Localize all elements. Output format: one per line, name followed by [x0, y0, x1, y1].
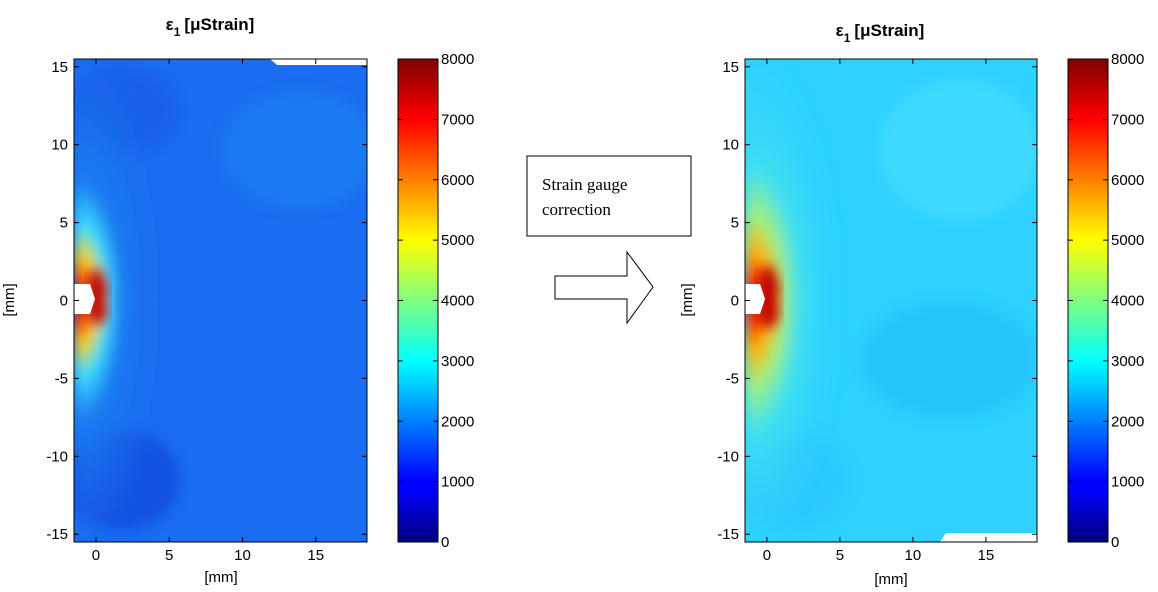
left-cbar-tick-label: 2000 [441, 413, 474, 430]
right-colorbar: 0 1000 2000 3000 4000 5000 6000 7000 8000 [1067, 51, 1144, 551]
left-hole [74, 284, 95, 314]
right-panel: ε1 [μStrain] 0 5 10 15 -15 -10 -5 0 5 10 15 [mm] [m… [679, 21, 1144, 588]
correction-label-line2: correction [542, 200, 611, 219]
right-cbar-tick-label: 0 [1111, 534, 1119, 551]
right-title: ε1 [μStrain] [836, 21, 925, 45]
right-ytick-label: 5 [731, 215, 739, 232]
right-axes: 0 5 10 15 -15 -10 -5 0 5 10 15 [717, 59, 1037, 564]
left-cbar-tick-label: 0 [441, 534, 449, 551]
correction-box [526, 155, 692, 237]
right-ytick-label: -15 [717, 526, 739, 543]
left-ytick-label: -15 [46, 526, 68, 543]
right-cbar-tick-label: 4000 [1111, 293, 1144, 310]
right-ytick-label: 15 [722, 59, 739, 76]
left-title: ε1 [μStrain] [166, 15, 255, 39]
right-peak [758, 264, 780, 330]
right-xtick-label: 5 [836, 547, 844, 564]
left-ylabel: [mm] [1, 283, 18, 316]
right-ytick-label: -5 [726, 370, 739, 387]
left-ytick-label: 10 [51, 137, 68, 154]
left-cbar-tick-label: 8000 [441, 51, 474, 68]
correction-annotation: Strain gauge correction [526, 155, 692, 325]
right-ytick-label: 10 [722, 137, 739, 154]
right-cbar-tick-label: 6000 [1111, 172, 1144, 189]
right-xtick-label: 0 [763, 547, 771, 564]
right-cbar-tick-label: 3000 [1111, 353, 1144, 370]
left-ytick-label: -10 [46, 448, 68, 465]
right-cbar-tick-label: 1000 [1111, 474, 1144, 491]
right-cbar-tick-label: 7000 [1111, 111, 1144, 128]
right-xlabel: [mm] [874, 571, 907, 588]
left-cbar-tick-label: 5000 [441, 232, 474, 249]
right-xtick-label: 15 [978, 547, 995, 564]
left-missing-corner [270, 59, 367, 65]
right-plot-area: 0 5 10 15 -15 -10 -5 0 5 10 15 [717, 58, 1038, 564]
left-axes: 0 5 10 15 -15 -10 -5 0 5 10 15 [46, 59, 367, 564]
left-plot-area: 0 5 10 15 -15 -10 -5 0 5 10 15 [46, 58, 368, 564]
right-colorbar-gradient [1067, 58, 1109, 543]
left-field-variation [220, 90, 367, 210]
right-cbar-tick-label: 5000 [1111, 232, 1144, 249]
left-xlabel: [mm] [204, 569, 237, 586]
right-cbar-tick-label: 2000 [1111, 413, 1144, 430]
left-cbar-tick-label: 1000 [441, 474, 474, 491]
left-cbar-tick-label: 7000 [441, 111, 474, 128]
left-ytick-label: 15 [51, 59, 68, 76]
left-xtick-label: 0 [92, 547, 100, 564]
left-xtick-label: 10 [234, 547, 251, 564]
right-cbar-tick-label: 8000 [1111, 51, 1144, 68]
left-ytick-label: 5 [60, 215, 68, 232]
right-hole [745, 284, 765, 314]
left-peak [88, 268, 108, 326]
right-ytick-label: -10 [717, 448, 739, 465]
left-ytick-label: -5 [55, 370, 68, 387]
right-missing-corner [940, 533, 1037, 542]
correction-label-line1: Strain gauge [542, 175, 627, 194]
right-colorbar-ticks: 0 1000 2000 3000 4000 5000 6000 7000 8000 [1068, 51, 1144, 551]
left-panel: ε1 [μStrain] 0 5 10 15 -15 -10 -5 0 5 10 15 [mm] [m… [1, 15, 474, 586]
left-cbar-tick-label: 3000 [441, 353, 474, 370]
left-xtick-label: 15 [307, 547, 324, 564]
left-cbar-tick-label: 4000 [441, 293, 474, 310]
left-colorbar: 0 1000 2000 3000 4000 5000 6000 7000 8000 [397, 51, 474, 551]
left-ytick-label: 0 [60, 293, 68, 310]
right-ylabel: [mm] [679, 283, 696, 316]
left-cbar-tick-label: 6000 [441, 172, 474, 189]
left-colorbar-ticks: 0 1000 2000 3000 4000 5000 6000 7000 8000 [398, 51, 474, 551]
left-colorbar-gradient [397, 58, 439, 543]
right-ytick-label: 0 [731, 293, 739, 310]
right-xtick-label: 10 [905, 547, 922, 564]
right-arrow-icon [554, 250, 654, 325]
left-xtick-label: 5 [165, 547, 173, 564]
